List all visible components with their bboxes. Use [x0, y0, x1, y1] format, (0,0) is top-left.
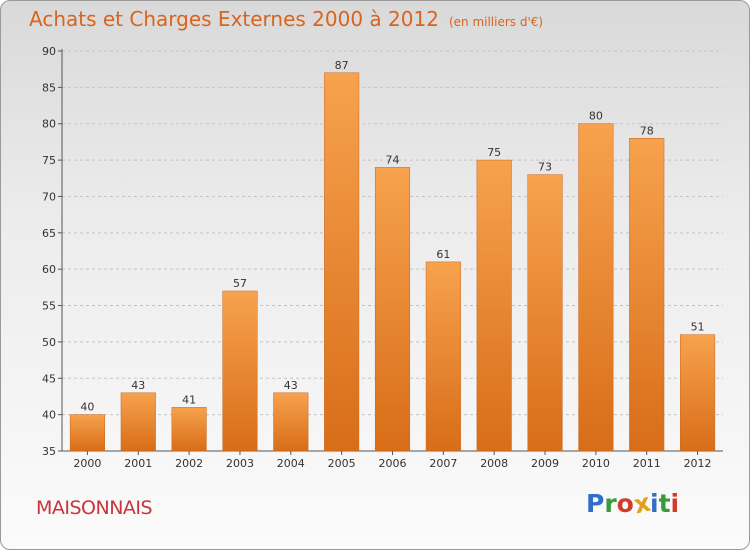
y-tick-label: 45 [42, 372, 56, 385]
x-tick-label-2012: 2012 [684, 457, 712, 470]
y-tick-label: 85 [42, 81, 56, 94]
logo-letter: P [586, 489, 605, 518]
x-tick-label-2008: 2008 [480, 457, 508, 470]
value-label-2005: 87 [335, 59, 349, 72]
y-tick-label: 55 [42, 300, 56, 313]
value-label-2003: 57 [233, 277, 247, 290]
y-tick-label: 65 [42, 227, 56, 240]
bar-2001 [120, 392, 156, 452]
value-label-2006: 74 [386, 153, 400, 166]
value-label-2012: 51 [691, 321, 705, 334]
x-tick-label-2003: 2003 [226, 457, 254, 470]
bar-2011 [629, 138, 665, 452]
value-label-2002: 41 [182, 393, 196, 406]
y-tick-label: 50 [42, 336, 56, 349]
value-labels: 40 43 41 57 43 87 74 61 75 73 80 78 51 [80, 59, 704, 414]
x-tick-label-2007: 2007 [429, 457, 457, 470]
value-label-2007: 61 [436, 248, 450, 261]
proxiti-logo: Proxiti [586, 488, 680, 520]
bar-2007 [425, 261, 461, 452]
x-tick-label-2005: 2005 [328, 457, 356, 470]
bar-2000 [69, 414, 105, 452]
bar-2003 [222, 290, 258, 452]
y-tick-label: 35 [42, 445, 56, 458]
x-tick-label-2001: 2001 [124, 457, 152, 470]
bar-2004 [273, 392, 309, 452]
logo-letter: i [650, 489, 659, 518]
value-label-2004: 43 [284, 379, 298, 392]
y-tick-label: 70 [42, 190, 56, 203]
bar-2012 [680, 334, 716, 452]
value-label-2011: 78 [640, 124, 654, 137]
bar-2005 [324, 72, 360, 452]
y-tick-label: 90 [42, 45, 56, 58]
x-tick-label-2011: 2011 [633, 457, 661, 470]
logo-letter: i [670, 489, 680, 518]
logo-letter: t [658, 489, 671, 518]
x-tick-label-2002: 2002 [175, 457, 203, 470]
x-tick-label-2006: 2006 [379, 457, 407, 470]
bar-2006 [374, 167, 411, 452]
y-tick-label: 60 [42, 263, 56, 276]
x-tick-label-2009: 2009 [531, 457, 559, 470]
chart-title-text: Achats et Charges Externes 2000 à 2012 [29, 7, 439, 31]
x-tick-label-2010: 2010 [582, 457, 610, 470]
commune-name: MAISONNAIS [36, 497, 153, 519]
bar-2002 [171, 407, 207, 452]
bars [69, 72, 716, 452]
y-tick-label: 75 [42, 154, 56, 167]
value-label-2010: 80 [589, 110, 603, 123]
bar-2010 [578, 123, 614, 452]
chart-title: Achats et Charges Externes 2000 à 2012 (e… [29, 7, 543, 31]
y-tick-label: 40 [42, 409, 56, 422]
value-label-2000: 40 [80, 401, 94, 414]
value-label-2001: 43 [131, 379, 145, 392]
bar-2009 [527, 174, 563, 452]
value-label-2008: 75 [487, 146, 501, 159]
value-label-2009: 73 [538, 161, 552, 174]
logo-letter: o [616, 489, 634, 518]
chart-subtitle: (en milliers d'€) [448, 15, 544, 29]
x-tick-label-2004: 2004 [277, 457, 305, 470]
y-tick-label: 80 [42, 118, 56, 131]
bar-2008 [476, 159, 512, 452]
logo-letter: r [604, 489, 617, 518]
x-tick-label-2000: 2000 [73, 457, 101, 470]
